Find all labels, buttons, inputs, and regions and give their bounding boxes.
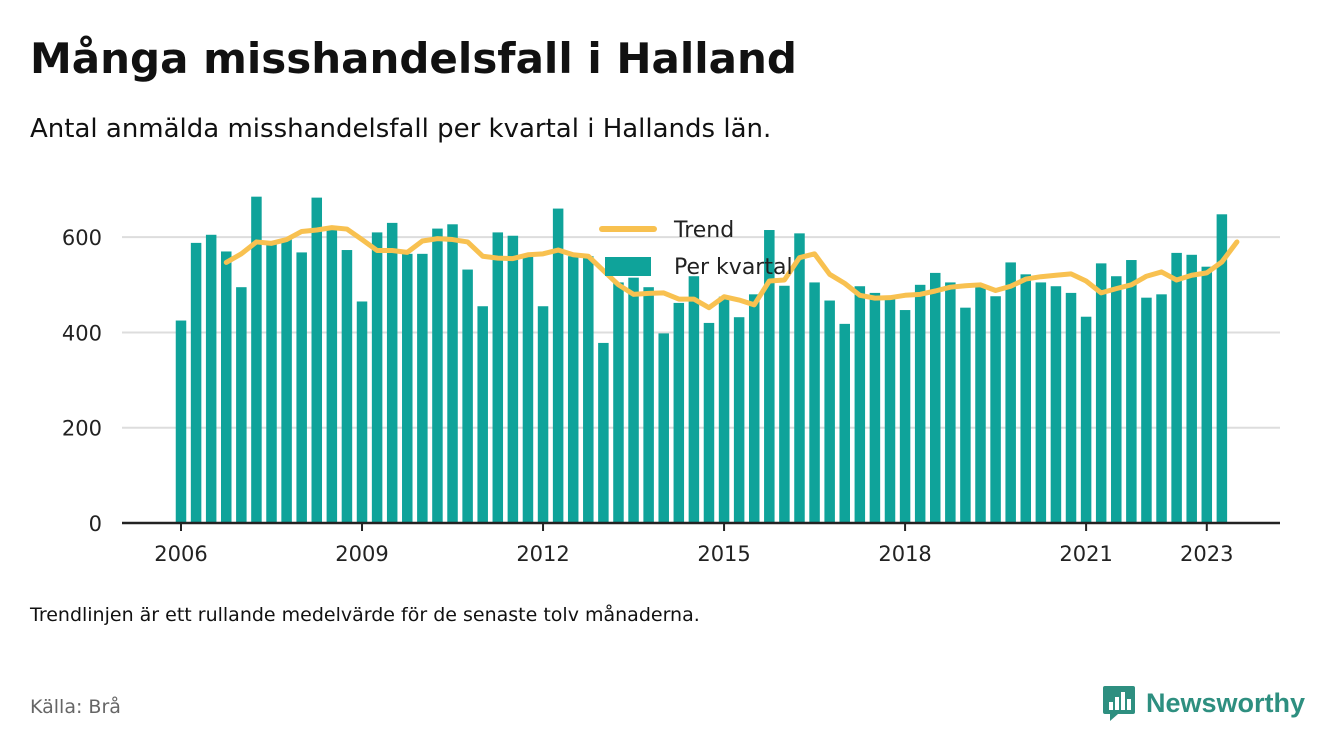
bar: [386, 222, 398, 524]
bar: [583, 256, 594, 523]
bar: [326, 227, 338, 523]
x-tick-label: 2012: [516, 542, 569, 566]
bar: [296, 252, 307, 523]
bar: [718, 296, 730, 523]
bar: [764, 230, 775, 523]
bar: [899, 310, 911, 523]
bar: [930, 272, 941, 523]
bar: [507, 235, 519, 524]
y-tick-label: 0: [89, 512, 102, 536]
x-tick-label: 2015: [697, 542, 750, 566]
trend-series: [223, 225, 1240, 311]
brand-name: Newsworthy: [1146, 687, 1306, 718]
bar: [221, 251, 232, 523]
bar: [462, 269, 473, 523]
bar: [1171, 252, 1182, 523]
bar: [311, 197, 323, 523]
bar: [794, 233, 805, 524]
bar: [522, 253, 534, 523]
bar: [839, 323, 850, 523]
bar: [356, 301, 368, 523]
chart-note: Trendlinjen är ett rullande medelvärde f…: [30, 604, 700, 626]
bar: [251, 196, 262, 524]
brand-logo: Newsworthy: [1102, 684, 1305, 722]
bar: [281, 238, 292, 523]
newsworthy-logo-icon: [1103, 686, 1135, 721]
bar: [371, 232, 383, 523]
bar: [854, 286, 866, 523]
bar: [417, 253, 428, 523]
bar: [432, 228, 443, 523]
bar: [809, 282, 820, 523]
bar: [1156, 294, 1167, 523]
bar: [884, 296, 896, 523]
bar: [628, 277, 639, 523]
bar: [402, 253, 413, 523]
y-tick-label: 400: [62, 321, 102, 345]
x-tick-label: 2021: [1059, 542, 1112, 566]
bar: [748, 294, 760, 523]
bar: [703, 322, 715, 523]
bar: [552, 208, 564, 523]
bar: [1141, 297, 1152, 523]
bar: [1080, 316, 1092, 523]
bar: [733, 317, 745, 523]
bar: [613, 282, 624, 523]
bar: [1111, 276, 1122, 523]
chart-subtitle: Antal anmälda misshandelsfall per kvarta…: [30, 114, 772, 144]
bar: [869, 292, 881, 523]
bar: [537, 306, 549, 523]
bar: [1065, 292, 1077, 523]
chart-title: Många misshandelsfall i Halland: [30, 34, 797, 83]
bar: [1035, 282, 1047, 523]
bar: [1020, 274, 1032, 523]
source-credit: Källa: Brå: [30, 696, 121, 718]
bar: [190, 242, 202, 523]
axes: 0 200 400 600 2006 2009 2012 2015 2018 2021 2023: [62, 226, 1280, 566]
bar: [990, 296, 1001, 523]
x-tick-label: 2009: [335, 542, 388, 566]
legend-bar-swatch: [605, 257, 651, 276]
bar: [673, 302, 685, 523]
bar: [960, 307, 971, 523]
y-tick-label: 600: [62, 226, 102, 250]
bar: [492, 232, 504, 523]
bar: [688, 276, 700, 523]
bar: [1095, 263, 1107, 523]
bar: [567, 256, 579, 523]
bar: [1186, 254, 1197, 524]
legend: Trend Per kvartal: [599, 218, 793, 280]
bar: [1126, 260, 1137, 523]
bar: [447, 224, 458, 524]
bar: [1005, 262, 1016, 523]
bar: [341, 250, 353, 523]
bar: [236, 287, 247, 523]
x-tick-label: 2023: [1180, 542, 1233, 566]
bar: [598, 342, 609, 523]
bar: [643, 287, 654, 523]
bar: [658, 333, 669, 523]
bar: [477, 306, 488, 523]
bar: [175, 320, 187, 523]
legend-bar-label: Per kvartal: [674, 255, 793, 280]
bar: [779, 285, 790, 523]
bar: [824, 300, 835, 523]
bar: [1216, 214, 1228, 524]
bar: [205, 234, 217, 523]
y-tick-label: 200: [62, 417, 102, 441]
bar: [1201, 266, 1213, 523]
trend-line: [223, 225, 1240, 311]
bar: [945, 282, 956, 523]
legend-trend-label: Trend: [673, 218, 734, 243]
x-tick-label: 2006: [154, 542, 207, 566]
bar: [914, 284, 926, 523]
bar: [1050, 286, 1062, 523]
bar: [975, 286, 986, 523]
bar-series: [175, 196, 1228, 524]
x-tick-label: 2018: [878, 542, 931, 566]
bar-chart: 0 200 400 600 2006 2009 2012 2015 2018 2021 2023 T…: [62, 196, 1280, 566]
bar: [266, 241, 277, 523]
